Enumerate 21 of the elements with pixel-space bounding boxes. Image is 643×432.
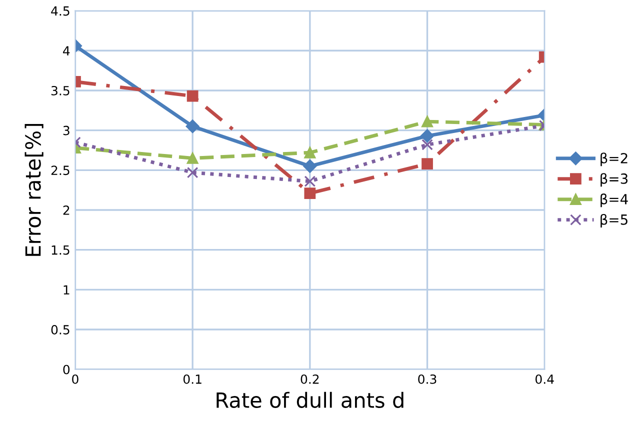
legend-label: β=2 [600, 152, 628, 166]
y-tick-label: 2.5 [51, 166, 70, 176]
y-tick-label: 3 [63, 126, 70, 136]
legend-label: β=3 [600, 173, 628, 187]
x-tick-label: 0.3 [418, 374, 436, 384]
y-tick-label: 0.5 [51, 324, 70, 334]
x-tick-label: 0.2 [300, 374, 319, 384]
x-tick-label: 0.1 [183, 374, 202, 384]
legend-label: β=5 [600, 214, 628, 228]
x-tick-label: 0.4 [536, 374, 554, 384]
x-tick-label: 0 [72, 374, 78, 384]
y-tick-label: 3.5 [51, 86, 70, 96]
y-tick-label: 1 [64, 285, 70, 294]
y-tick-label: 4 [63, 46, 70, 56]
y-tick-label: 1.5 [52, 245, 70, 255]
y-axis-title: Error rate[%] [24, 124, 44, 256]
x-axis-title: Rate of dull ants d [216, 392, 404, 408]
y-tick-label: 4.5 [51, 6, 70, 16]
y-tick-label: 2 [63, 205, 70, 215]
legend-label: β=4 [600, 194, 628, 208]
y-tick-label: 0 [63, 364, 70, 374]
